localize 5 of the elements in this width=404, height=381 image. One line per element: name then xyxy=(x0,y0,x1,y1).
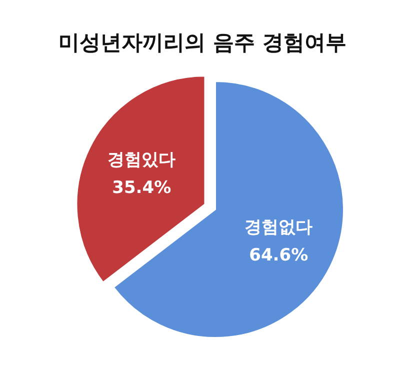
slice-label: 경험있다 xyxy=(108,150,176,170)
chart-title: 미성년자끼리의 음주 경험여부 xyxy=(58,30,346,54)
data-label: 64.6% xyxy=(249,246,308,266)
data-label: 35.4% xyxy=(112,178,172,198)
slice-label: 경험없다 xyxy=(244,218,313,238)
